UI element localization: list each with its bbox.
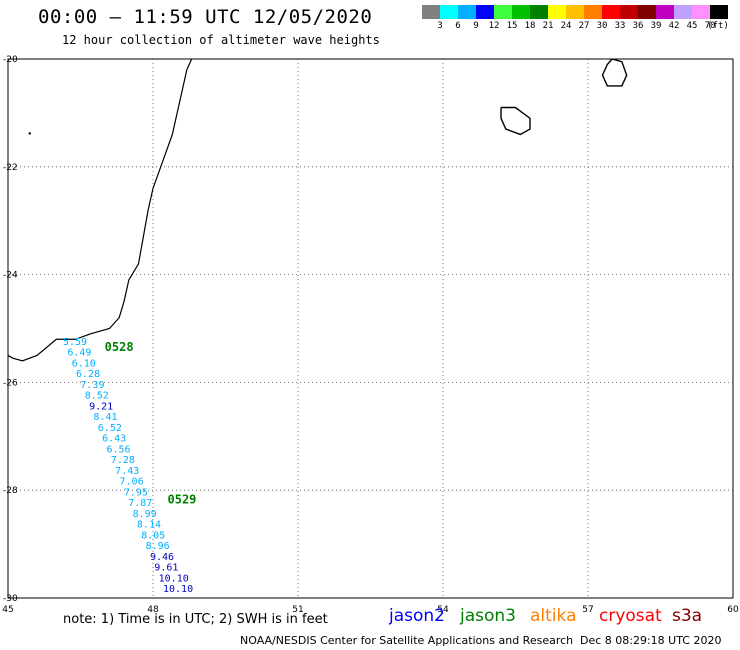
y-tick-label: -30 bbox=[3, 594, 18, 604]
chart-subtitle: 12 hour collection of altimeter wave hei… bbox=[62, 33, 380, 47]
scale-swatch bbox=[440, 5, 458, 19]
wave-height-value: 7.39 bbox=[80, 380, 104, 391]
scale-swatch bbox=[476, 5, 494, 19]
wave-height-value: 8.05 bbox=[141, 530, 165, 541]
wave-height-value: 9.46 bbox=[150, 552, 174, 563]
scale-swatch bbox=[602, 5, 620, 19]
scale-swatch bbox=[566, 5, 584, 19]
scale-swatch bbox=[422, 5, 440, 19]
wave-height-value: 9.21 bbox=[89, 401, 113, 412]
y-tick-label: -28 bbox=[3, 486, 18, 496]
map-frame bbox=[7, 58, 734, 599]
scale-swatch bbox=[692, 5, 710, 19]
wave-height-value: 8.14 bbox=[137, 520, 161, 531]
satellite-legend-jason2: jason2 bbox=[389, 606, 445, 626]
scale-label: 36 bbox=[632, 21, 644, 31]
footer-note: note: 1) Time is in UTC; 2) SWH is in fe… bbox=[63, 612, 328, 627]
scale-label: 6 bbox=[455, 21, 461, 31]
scale-swatch bbox=[584, 5, 602, 19]
scale-swatch bbox=[548, 5, 566, 19]
credit-text: NOAA/NESDIS Center for Satellite Applica… bbox=[240, 634, 574, 647]
scale-label: 45 bbox=[686, 21, 698, 31]
wave-height-value: 6.56 bbox=[106, 444, 130, 455]
y-tick-label: -26 bbox=[3, 378, 18, 388]
scale-label: 30 bbox=[596, 21, 608, 31]
x-tick-label: 54 bbox=[437, 605, 449, 615]
wave-height-value: 8.99 bbox=[133, 509, 157, 520]
wave-height-value: 6.28 bbox=[76, 369, 100, 380]
scale-swatch bbox=[674, 5, 692, 19]
scale-label: 27 bbox=[578, 21, 590, 31]
scale-label: 21 bbox=[542, 21, 554, 31]
mauritius-island bbox=[601, 58, 628, 87]
scale-label: 12 bbox=[488, 21, 500, 31]
scale-label: 42 bbox=[668, 21, 680, 31]
scale-swatch bbox=[710, 5, 728, 19]
wave-height-value: 9.61 bbox=[154, 563, 178, 574]
reunion-island bbox=[500, 106, 531, 136]
scale-swatch bbox=[512, 5, 530, 19]
scale-swatch bbox=[494, 5, 512, 19]
y-tick-label: -24 bbox=[3, 271, 18, 281]
x-tick-label: 57 bbox=[582, 605, 593, 615]
wave-height-value: 10.10 bbox=[163, 584, 193, 595]
wave-height-value: 6.52 bbox=[98, 423, 122, 434]
y-tick-label: -22 bbox=[3, 163, 18, 173]
wave-height-value: 5.59 bbox=[63, 337, 87, 348]
wave-height-color-scale: 3 6 9 12 15 18 21 24 27 30 33 36 39 42 45 70 (ft) bbox=[422, 5, 729, 33]
scale-swatch bbox=[656, 5, 674, 19]
scale-label: 18 bbox=[524, 21, 536, 31]
wave-height-value: 6.43 bbox=[102, 434, 126, 445]
wave-height-value: 6.49 bbox=[67, 348, 91, 359]
x-tick-label: 51 bbox=[292, 605, 303, 615]
wave-height-value: 7.95 bbox=[124, 487, 148, 498]
satellite-legend-jason3: jason3 bbox=[460, 606, 516, 626]
wave-height-value: 7.43 bbox=[115, 466, 139, 477]
y-tick-label: -20 bbox=[3, 55, 18, 65]
wave-height-value: 7.87 bbox=[128, 498, 152, 509]
scale-label: 9 bbox=[473, 21, 479, 31]
track-time-label: 0528 bbox=[105, 340, 134, 354]
satellite-legend-altika: altika bbox=[530, 606, 577, 626]
scale-label: 70 bbox=[704, 21, 716, 31]
wave-height-value: 8.41 bbox=[93, 412, 117, 423]
scale-swatch bbox=[458, 5, 476, 19]
wave-height-value: 6.10 bbox=[72, 358, 96, 369]
madagascar-coastline bbox=[7, 58, 193, 362]
chart-title: 00:00 – 11:59 UTC 12/05/2020 bbox=[38, 6, 373, 28]
scale-label: 33 bbox=[614, 21, 626, 31]
x-tick-label: 60 bbox=[727, 605, 739, 615]
wave-height-value: 7.06 bbox=[120, 477, 144, 488]
scale-label: 24 bbox=[560, 21, 572, 31]
scale-swatch bbox=[620, 5, 638, 19]
scale-swatch bbox=[638, 5, 656, 19]
scale-label: (ft) bbox=[707, 21, 729, 31]
track-time-label: 0529 bbox=[168, 493, 197, 507]
x-tick-label: 48 bbox=[147, 605, 159, 615]
wave-height-value: 8.52 bbox=[85, 391, 109, 402]
small-islet bbox=[28, 132, 31, 135]
scale-label: 3 bbox=[437, 21, 443, 31]
satellite-legend-s3a: s3a bbox=[672, 606, 703, 626]
wave-height-value: 8.96 bbox=[146, 541, 170, 552]
wave-height-value: 10.10 bbox=[159, 573, 189, 584]
scale-swatch bbox=[530, 5, 548, 19]
x-tick-label: 45 bbox=[2, 605, 13, 615]
satellite-legend-cryosat: cryosat bbox=[599, 606, 662, 626]
generated-timestamp: Dec 8 08:29:18 UTC 2020 bbox=[580, 634, 722, 647]
scale-label: 15 bbox=[506, 21, 518, 31]
wave-height-value: 7.28 bbox=[111, 455, 135, 466]
scale-label: 39 bbox=[650, 21, 662, 31]
